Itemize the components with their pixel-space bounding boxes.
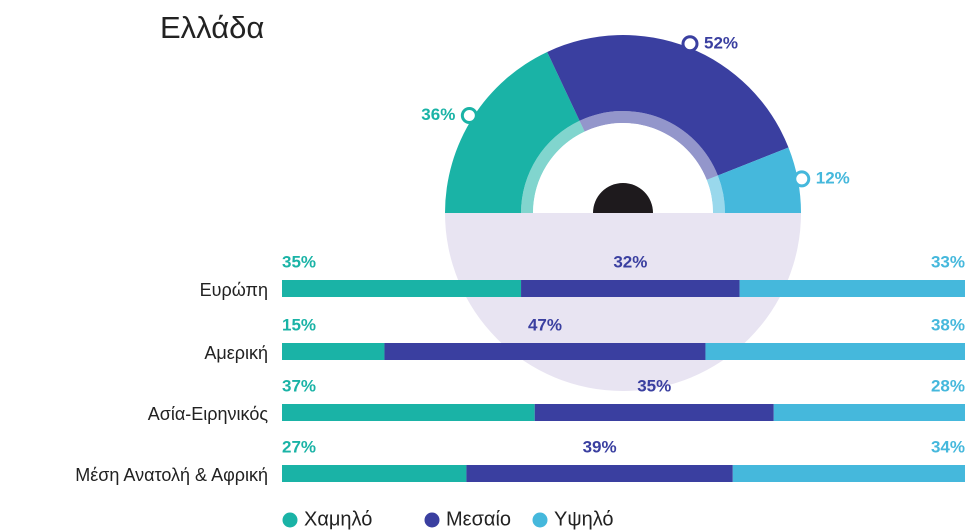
slice bbox=[445, 51, 580, 214]
bar-segment bbox=[739, 280, 965, 297]
legend-marker bbox=[282, 512, 298, 528]
value-label: 35% bbox=[637, 376, 671, 395]
value-label: 35% bbox=[282, 252, 316, 271]
value-label: 33% bbox=[931, 252, 965, 271]
legend-label: Μεσαίο bbox=[446, 508, 511, 530]
bar-segment bbox=[384, 343, 706, 360]
legend-marker bbox=[532, 512, 548, 528]
value-label: 27% bbox=[282, 437, 316, 456]
value-label: 39% bbox=[583, 437, 617, 456]
slice-inner bbox=[706, 175, 725, 213]
slice bbox=[717, 147, 801, 213]
bar-segment bbox=[282, 280, 522, 297]
bar-segment bbox=[521, 280, 740, 297]
slice-inner bbox=[521, 120, 585, 213]
bar-segment bbox=[732, 465, 965, 482]
category-label: Αμερική bbox=[204, 343, 268, 363]
label-dot bbox=[681, 35, 699, 53]
bar-segment bbox=[466, 465, 733, 482]
value-label: 34% bbox=[931, 437, 965, 456]
label-dot bbox=[460, 106, 478, 124]
bar-segment bbox=[282, 343, 385, 360]
bar-segment bbox=[773, 404, 965, 421]
category-label: Ασία-Ειρηνικός bbox=[148, 404, 269, 424]
bar-segment bbox=[282, 404, 535, 421]
value-label: 47% bbox=[528, 315, 562, 334]
slice-inner bbox=[579, 111, 718, 180]
bar-segment bbox=[534, 404, 774, 421]
legend-marker bbox=[424, 512, 440, 528]
center-dot bbox=[593, 183, 653, 213]
chart-title: Ελλάδα bbox=[160, 10, 264, 45]
category-label: Ευρώπη bbox=[200, 280, 268, 300]
bar-segment bbox=[705, 343, 965, 360]
value-label: 32% bbox=[613, 252, 647, 271]
value-label: 15% bbox=[282, 315, 316, 334]
center bbox=[533, 123, 713, 213]
value-label: 52% bbox=[704, 33, 738, 52]
value-label: 37% bbox=[282, 376, 316, 395]
value-label: 28% bbox=[931, 376, 965, 395]
category-label: Μέση Ανατολή & Αφρική bbox=[75, 465, 268, 485]
legend-label: Χαμηλό bbox=[304, 508, 372, 530]
label-dot bbox=[793, 170, 811, 188]
bar-segment bbox=[282, 465, 467, 482]
value-label: 12% bbox=[816, 168, 850, 187]
value-label: 36% bbox=[421, 105, 455, 124]
legend-label: Υψηλό bbox=[554, 508, 614, 530]
slice bbox=[547, 35, 789, 176]
backdrop bbox=[445, 213, 801, 391]
value-label: 38% bbox=[931, 315, 965, 334]
